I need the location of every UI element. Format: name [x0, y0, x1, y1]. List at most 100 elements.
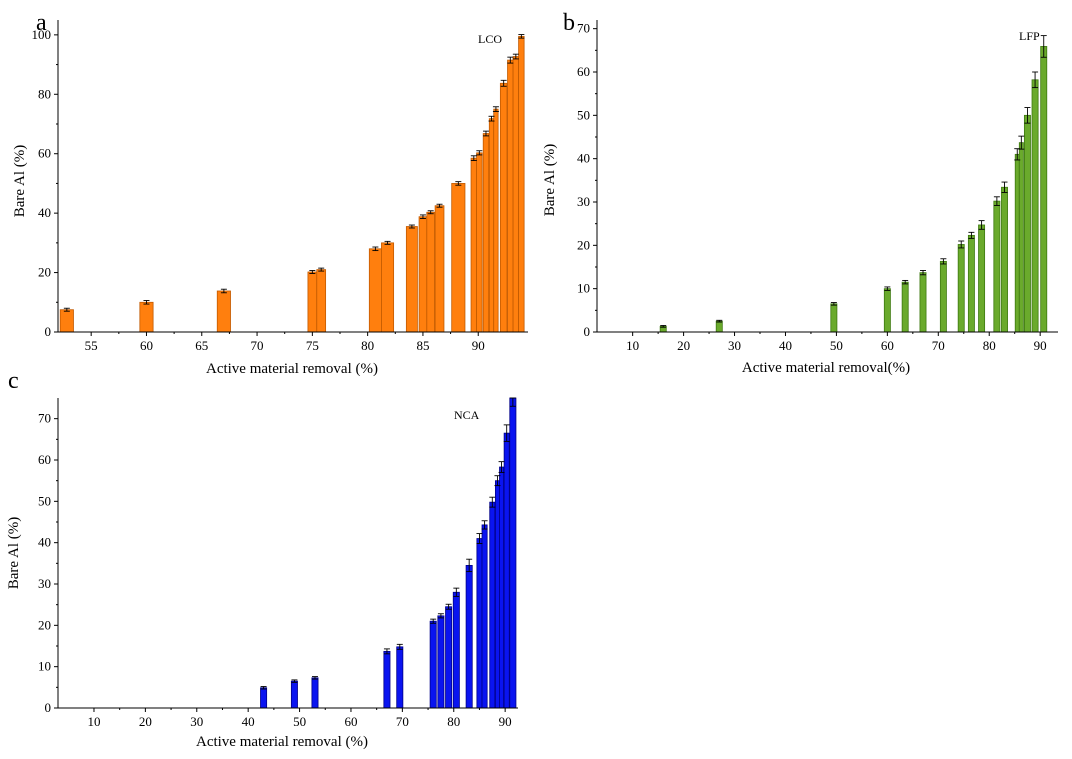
bar [1014, 153, 1020, 333]
bar [499, 82, 508, 333]
y-tick-label: 40 [577, 151, 590, 166]
bar [311, 677, 319, 709]
error-bar [518, 34, 525, 39]
x-tick-label: 60 [140, 338, 153, 353]
x-tick-label: 80 [983, 338, 996, 353]
bar [509, 397, 517, 709]
panel-b: b LFP Active material removal(%) Bare Al… [542, 10, 1058, 376]
bar [494, 480, 500, 709]
x-tick-label: 70 [932, 338, 945, 353]
error-bar [503, 424, 510, 442]
error-bar [419, 214, 426, 219]
bar [482, 133, 490, 333]
error-bar [498, 461, 505, 473]
error-bar [716, 319, 723, 323]
y-tick-label: 50 [38, 493, 51, 508]
y-tick-label: 30 [577, 194, 590, 209]
y-tick-label: 0 [45, 324, 52, 339]
x-tick-label: 70 [251, 338, 264, 353]
error-bar [143, 300, 150, 305]
bar [476, 152, 483, 333]
x-tick-label: 20 [677, 338, 690, 353]
error-bar [920, 270, 927, 276]
error-bar [489, 496, 496, 508]
error-bar [958, 240, 965, 249]
bar [405, 226, 418, 333]
error-bar [968, 231, 975, 239]
y-tick-label: 20 [38, 617, 51, 632]
y-tick-label: 100 [32, 27, 52, 42]
y-tick-label: 70 [38, 411, 51, 426]
error-bar [372, 246, 379, 252]
y-tick-label: 50 [577, 107, 590, 122]
y-axis-label-b: Bare Al (%) [542, 144, 558, 216]
y-tick-label: 60 [577, 64, 590, 79]
bar [381, 242, 395, 333]
bar [967, 234, 975, 333]
error-bar [291, 679, 298, 683]
bar [978, 224, 986, 333]
error-bar [408, 224, 415, 229]
bar [451, 183, 466, 333]
bar [476, 538, 483, 709]
bar [426, 211, 435, 333]
panel-letter-c: c [8, 368, 19, 394]
error-bar [455, 181, 462, 186]
x-tick-label: 60 [344, 714, 357, 729]
y-tick-label: 0 [45, 700, 52, 715]
error-bar [494, 475, 501, 487]
y-tick-label: 30 [38, 576, 51, 591]
bar [939, 260, 947, 333]
error-bar [660, 325, 667, 328]
bar [434, 205, 445, 333]
bar [368, 248, 382, 333]
error-bar [1040, 35, 1047, 58]
x-tick-label: 90 [499, 714, 512, 729]
bar [883, 288, 891, 333]
error-bar [384, 240, 391, 245]
bar [919, 272, 927, 333]
error-bar [470, 155, 477, 161]
x-axis-label-b: Active material removal(%) [742, 360, 910, 376]
series-label-lco: LCO [478, 32, 502, 46]
y-tick-label: 10 [38, 659, 51, 674]
x-tick-label: 50 [293, 714, 306, 729]
panel-letter-a: a [36, 10, 47, 36]
bar [503, 432, 510, 709]
bar [59, 309, 74, 333]
x-tick-label: 70 [396, 714, 409, 729]
x-tick-label: 90 [472, 338, 485, 353]
error-bar [488, 115, 495, 122]
error-bar [500, 79, 507, 87]
y-tick-label: 20 [577, 237, 590, 252]
error-bar [445, 603, 452, 610]
error-bar [309, 270, 316, 274]
x-tick-label: 40 [242, 714, 255, 729]
bar [1001, 186, 1008, 333]
bar [452, 591, 460, 709]
y-tick-label: 70 [577, 21, 590, 36]
error-bar [453, 587, 460, 597]
bar [715, 320, 723, 333]
bar [260, 687, 268, 709]
y-axis-label-c: Bare Al (%) [6, 517, 22, 589]
error-bar [507, 56, 514, 64]
error-bar [978, 220, 985, 230]
x-tick-label: 80 [447, 714, 460, 729]
bar [493, 108, 499, 333]
bar [470, 157, 477, 333]
panel-letter-b: b [563, 10, 575, 36]
error-bar [476, 150, 483, 156]
error-bar [311, 676, 318, 680]
error-bar [476, 533, 483, 544]
x-tick-label: 10 [626, 338, 639, 353]
x-tick-label: 75 [306, 338, 319, 353]
series-label-nca: NCA [454, 408, 480, 422]
y-tick-label: 40 [38, 205, 51, 220]
x-tick-label: 60 [881, 338, 894, 353]
bar [957, 244, 965, 333]
y-tick-label: 60 [38, 146, 51, 161]
bar [396, 646, 404, 709]
x-tick-label: 90 [1034, 338, 1047, 353]
